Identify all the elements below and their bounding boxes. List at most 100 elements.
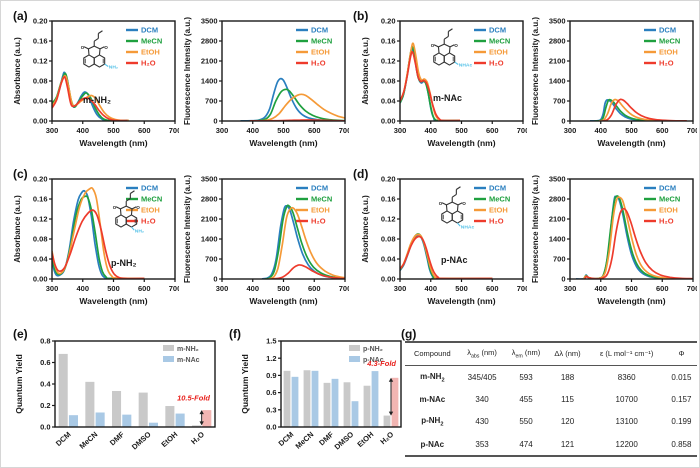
panel-label-g: (g) xyxy=(401,327,417,341)
legend-label: m-NH₂ xyxy=(177,346,199,353)
legend-label: DCM xyxy=(659,26,676,35)
table-cell: 188 xyxy=(560,372,575,382)
y-axis-label: Absorbance (a.u.) xyxy=(13,195,22,263)
table-header-cell: Δλ (nm) xyxy=(547,342,588,366)
category-label: EtOH xyxy=(355,430,375,449)
svg-text:0.12: 0.12 xyxy=(381,215,396,224)
y-axis-label: Absorbance (a.u.) xyxy=(361,37,370,105)
category-label: H₂O xyxy=(189,430,206,447)
bar-m-NH₂-MeCN xyxy=(85,381,95,427)
series-H₂O xyxy=(271,264,345,279)
svg-text:0.04: 0.04 xyxy=(381,255,396,264)
svg-text:3500: 3500 xyxy=(549,17,566,26)
svg-text:600: 600 xyxy=(138,126,151,135)
legend-label: EtOH xyxy=(311,48,330,57)
svg-text:600: 600 xyxy=(308,284,321,293)
bar-m-NH₂-EtOH xyxy=(165,406,175,427)
svg-text:400: 400 xyxy=(424,126,437,135)
svg-text:NH₂: NH₂ xyxy=(135,229,144,235)
legend-label: H₂O xyxy=(311,59,326,68)
svg-text:2800: 2800 xyxy=(549,37,566,46)
legend-label: EtOH xyxy=(489,206,508,215)
y-axis-label: Absorbance (a.u.) xyxy=(13,37,22,105)
series-DCM xyxy=(240,77,345,121)
x-axis-label: Wavelength (nm) xyxy=(79,296,147,306)
svg-text:2800: 2800 xyxy=(201,195,218,204)
svg-text:700: 700 xyxy=(205,255,218,264)
bar-p-NAc-MeCN xyxy=(311,370,319,427)
bar-m-NAc-DMSO xyxy=(148,422,158,427)
svg-text:700: 700 xyxy=(553,97,566,106)
svg-text:0.20: 0.20 xyxy=(381,17,396,26)
svg-text:300: 300 xyxy=(564,126,577,135)
legend-label: DCM xyxy=(659,184,676,193)
bar-m-NH₂-H₂O xyxy=(192,425,202,427)
legend-label: H₂O xyxy=(141,217,156,226)
series-EtOH xyxy=(400,42,461,121)
legend-label: H₂O xyxy=(659,217,674,226)
svg-text:600: 600 xyxy=(656,126,669,135)
chart-a-fluorescence: 300 400 500 600 700 0 700 1400 2100 2800 3500 Wavel… xyxy=(183,17,349,148)
legend-label: H₂O xyxy=(311,217,326,226)
svg-text:0.6: 0.6 xyxy=(266,388,276,397)
svg-text:1400: 1400 xyxy=(549,235,566,244)
panel-label-e: (e) xyxy=(13,327,28,341)
y-axis-label: Quantum Yield xyxy=(14,354,24,414)
legend-label: H₂O xyxy=(489,59,504,68)
legend-swatch xyxy=(349,345,360,351)
legend-swatch xyxy=(163,356,174,362)
svg-text:0.3: 0.3 xyxy=(266,405,276,414)
svg-text:500: 500 xyxy=(455,284,468,293)
svg-text:0.20: 0.20 xyxy=(33,17,48,26)
svg-text:700: 700 xyxy=(205,97,218,106)
table-cell: m-NH2 xyxy=(420,371,445,384)
table-cell: 13100 xyxy=(615,417,638,427)
table-cell: p-NH2 xyxy=(421,416,444,428)
molecule-structure: O O NH₂ xyxy=(113,190,144,235)
svg-text:300: 300 xyxy=(216,284,229,293)
chart-b-absorbance: 300 400 500 600 700 0.00 0.04 0.08 0.12 0.16 0.20 W… xyxy=(361,17,527,148)
bar-p-NH₂-EtOH xyxy=(363,385,371,427)
bar-m-NAc-H₂O xyxy=(202,410,212,427)
svg-text:0.04: 0.04 xyxy=(381,97,396,106)
bar-p-NH₂-DMSO xyxy=(343,382,351,427)
table-cell: 340 xyxy=(475,395,489,405)
svg-text:0.00: 0.00 xyxy=(381,275,396,284)
svg-text:0.16: 0.16 xyxy=(381,195,396,204)
chart-d-fluorescence: 300 400 500 600 700 0 700 1400 2100 2800 3500 Wavel… xyxy=(531,175,697,306)
svg-text:600: 600 xyxy=(656,284,669,293)
svg-text:400: 400 xyxy=(424,284,437,293)
bar-m-NH₂-DMF xyxy=(112,390,122,427)
category-label: MeCN xyxy=(294,430,316,451)
svg-text:2800: 2800 xyxy=(549,195,566,204)
svg-text:3500: 3500 xyxy=(549,175,566,184)
svg-text:0.16: 0.16 xyxy=(33,195,48,204)
svg-text:500: 500 xyxy=(625,284,638,293)
bar-p-NAc-DMF xyxy=(331,378,339,427)
x-axis-label: Wavelength (nm) xyxy=(597,296,665,306)
bar-m-NAc-DCM xyxy=(68,415,78,427)
panel-label-f: (f) xyxy=(229,327,241,341)
table-cell: 455 xyxy=(519,395,533,405)
svg-text:1.2: 1.2 xyxy=(266,354,276,363)
x-axis-label: Wavelength (nm) xyxy=(427,296,495,306)
panel-label-b: (b) xyxy=(353,9,369,23)
svg-text:600: 600 xyxy=(486,284,499,293)
svg-text:0.12: 0.12 xyxy=(33,57,48,66)
svg-text:400: 400 xyxy=(246,126,259,135)
table-cell: 474 xyxy=(519,439,533,449)
chart-a-absorbance: 300 400 500 600 700 0.00 0.04 0.08 0.12 0.16 0.20 W… xyxy=(13,17,179,148)
fold-annotation: 4.3-Fold xyxy=(366,359,396,368)
svg-text:O: O xyxy=(113,205,117,210)
bar-m-NAc-DMF xyxy=(122,414,132,427)
svg-text:700: 700 xyxy=(339,126,349,135)
y-axis-label: Fluorescence Intensity (a.u.) xyxy=(531,17,540,125)
svg-text:O: O xyxy=(81,45,85,50)
chart-b-fluorescence: 300 400 500 600 700 0 700 1400 2100 2800 3500 Wavel… xyxy=(531,17,697,148)
panel-label-d: (d) xyxy=(353,167,369,181)
svg-text:500: 500 xyxy=(277,284,290,293)
svg-text:O: O xyxy=(104,45,108,50)
svg-text:500: 500 xyxy=(625,126,638,135)
svg-text:400: 400 xyxy=(594,284,607,293)
